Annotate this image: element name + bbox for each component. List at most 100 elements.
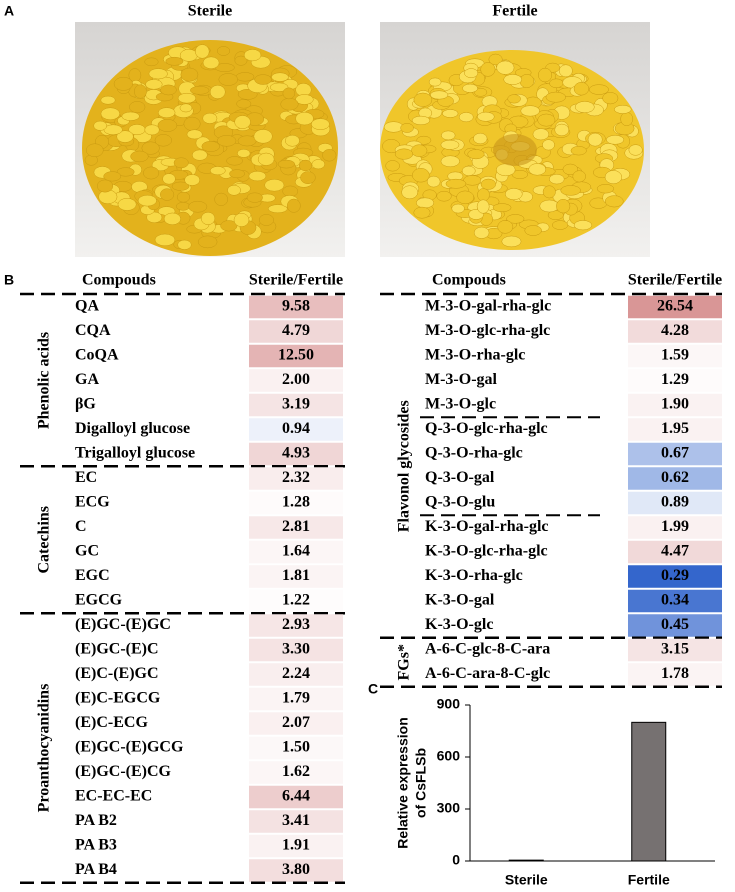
flower-bud <box>549 78 564 88</box>
flower-bud <box>191 149 208 161</box>
flower-bud <box>570 146 587 156</box>
heat-cell <box>628 565 722 588</box>
ratio-value: 2.00 <box>282 371 310 388</box>
flower-bud <box>492 203 512 213</box>
flower-bud <box>236 99 252 109</box>
flower-bud <box>412 168 430 183</box>
flower-bud <box>558 64 573 78</box>
flower-bud <box>428 77 442 87</box>
flower-bud <box>322 149 337 162</box>
flower-bud <box>143 166 160 180</box>
flower-bud <box>411 115 431 126</box>
flower-bud <box>154 233 176 247</box>
flower-bud <box>209 84 226 99</box>
column-header: Compouds <box>82 272 156 289</box>
compound-name: K-3-O-glc <box>425 616 493 633</box>
flower-bud <box>480 62 496 77</box>
flower-bud <box>596 184 615 194</box>
flower-bud <box>234 55 248 66</box>
compound-name: Q-3-O-rha-glc <box>425 445 523 462</box>
flower-bud <box>137 194 157 207</box>
flower-bud <box>160 84 177 96</box>
y-tick-label: 0 <box>452 852 460 868</box>
flower-bud <box>285 134 300 147</box>
image-caption: Sterile <box>188 3 232 20</box>
flower-bud <box>246 192 263 203</box>
ratio-value: 1.90 <box>661 396 689 413</box>
compound-name: C <box>75 518 87 535</box>
flower-bud <box>264 178 285 192</box>
heat-cell <box>628 614 722 637</box>
flower-bud <box>233 212 250 227</box>
flower-bud <box>488 53 503 66</box>
flower-bud <box>163 212 181 226</box>
compound-name: M-3-O-rha-glc <box>425 347 525 364</box>
image-caption: Fertile <box>492 3 537 20</box>
heat-cell <box>249 834 343 858</box>
flower-bud <box>282 87 296 100</box>
compound-name: A-6-C-glc-8-C-ara <box>425 641 550 658</box>
group-label: Flavonol glycosides <box>396 400 413 532</box>
y-tick-label: 300 <box>437 800 461 816</box>
ratio-value: 4.79 <box>282 322 310 339</box>
flower-bud <box>188 200 208 213</box>
heat-cell <box>628 516 722 539</box>
flower-bud <box>141 141 160 155</box>
heat-cell <box>628 589 722 613</box>
flower-bud <box>100 95 116 105</box>
compound-name: Q-3-O-gal <box>425 469 495 486</box>
flower-bud <box>280 97 299 111</box>
flower-bud <box>504 188 523 200</box>
flower-bud <box>160 188 175 201</box>
heat-cell <box>249 467 343 490</box>
compound-name: PA B2 <box>75 812 117 829</box>
flower-bud <box>227 184 241 196</box>
flower-bud <box>573 220 593 231</box>
heat-cell <box>249 442 343 466</box>
flower-bud <box>394 148 414 160</box>
compound-name: (E)C-ECG <box>75 714 148 731</box>
heat-cell <box>249 565 343 588</box>
flower-bud <box>282 185 299 197</box>
ratio-value: 1.81 <box>282 567 310 584</box>
flower-bud <box>442 109 459 118</box>
flower-bud <box>416 135 432 145</box>
flower-bud <box>456 190 475 205</box>
flower-bud <box>171 181 190 191</box>
heat-cell <box>249 320 343 343</box>
heat-cell <box>249 418 343 441</box>
ratio-value: 3.80 <box>282 861 310 878</box>
flower-bud <box>235 72 255 82</box>
heat-cell <box>628 491 722 515</box>
ratio-value: 3.15 <box>661 641 689 658</box>
bar <box>631 721 667 862</box>
flower-bud <box>157 107 176 118</box>
ratio-value: 3.30 <box>282 641 310 658</box>
ratio-value: 4.47 <box>661 543 689 560</box>
flower-bud <box>573 82 590 96</box>
flower-bud <box>267 204 288 214</box>
y-tick-label: 600 <box>437 748 461 764</box>
flower-bud <box>426 175 441 188</box>
flower-bud <box>165 56 184 66</box>
flower-bud <box>295 94 314 105</box>
flower-bud <box>413 206 431 219</box>
flower-bud <box>542 185 556 199</box>
flower-bud <box>430 90 449 100</box>
ratio-value: 1.50 <box>282 739 310 756</box>
flower-bud <box>258 214 274 226</box>
flower-bud <box>436 190 452 202</box>
heat-cell <box>628 442 722 466</box>
y-axis-label: Relative expression <box>395 717 411 849</box>
flower-bud <box>183 116 201 131</box>
heat-cell <box>628 418 722 441</box>
heat-cell <box>249 589 343 613</box>
flower-bud <box>184 174 201 186</box>
flower-bud <box>269 82 289 92</box>
flower-bud <box>528 163 547 176</box>
flower-bud <box>458 112 474 123</box>
flower-bud <box>628 144 643 156</box>
flower-bud <box>216 46 231 56</box>
flower-bud <box>229 169 245 179</box>
flower-bud <box>474 87 488 97</box>
